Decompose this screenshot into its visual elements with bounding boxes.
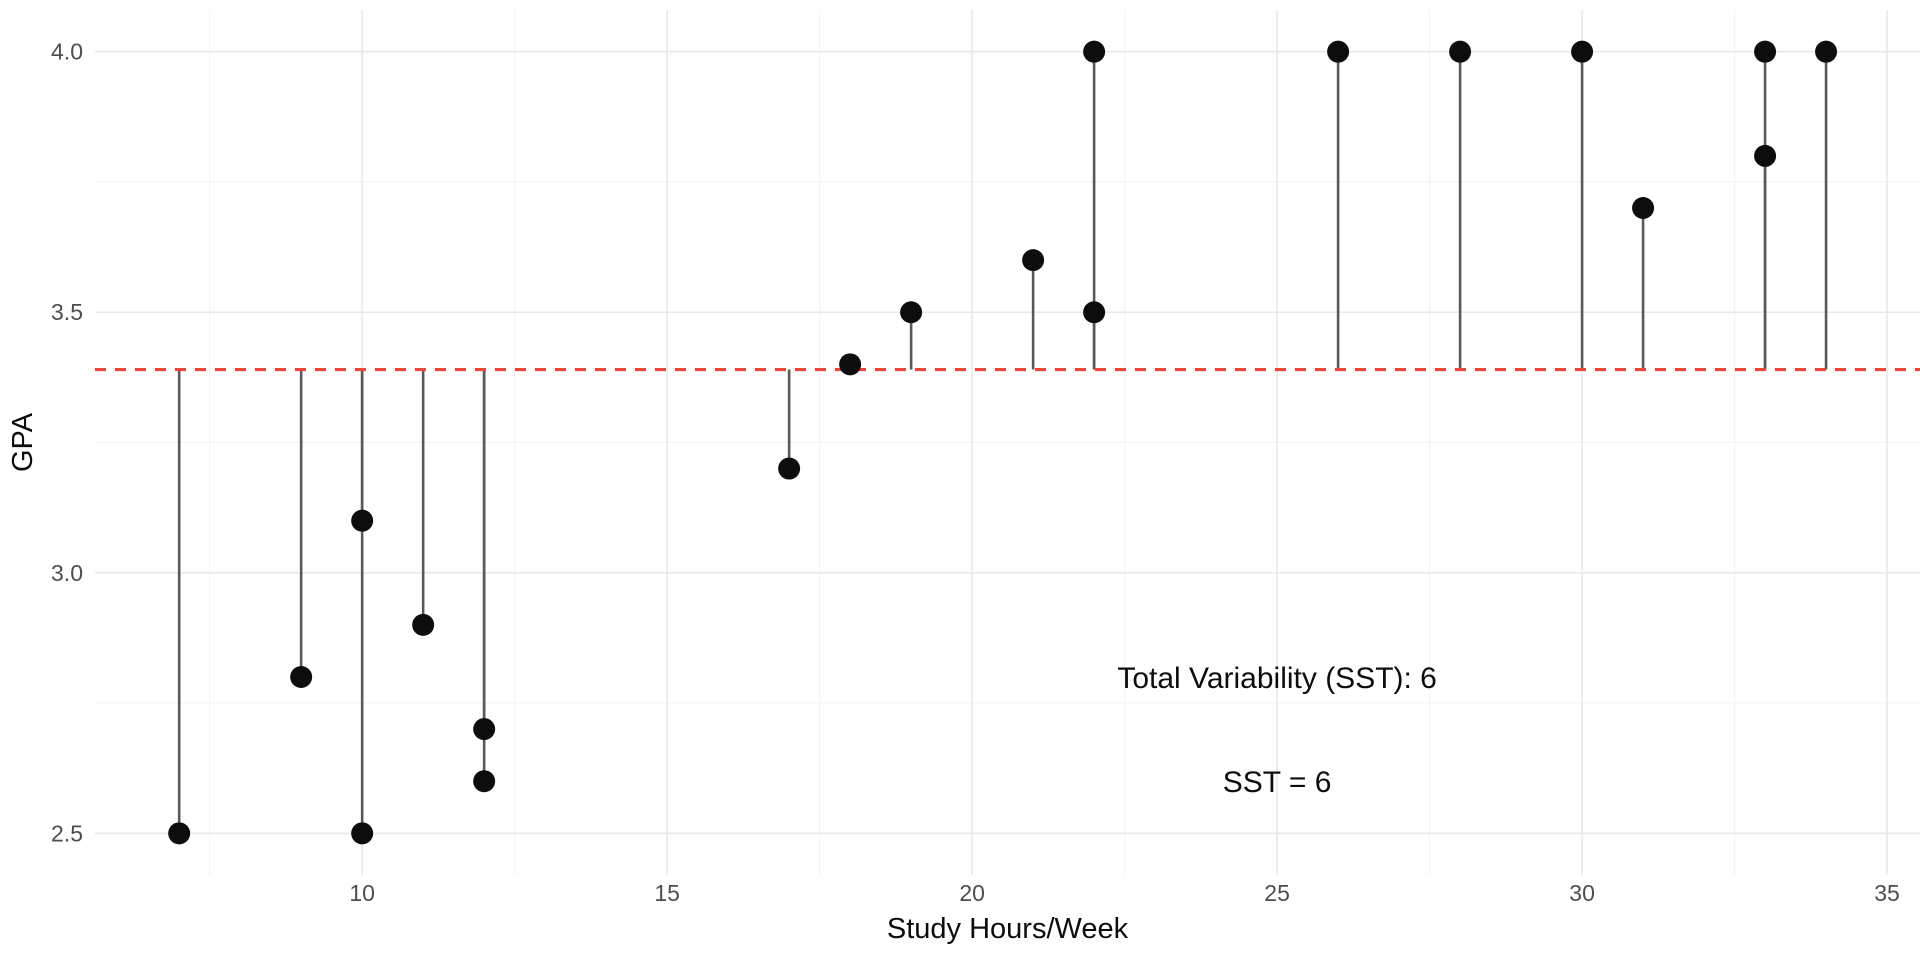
- data-point: [839, 353, 862, 376]
- data-point: [351, 822, 374, 845]
- chart-annotations: Total Variability (SST): 6 SST = 6: [1117, 662, 1437, 799]
- y-axis-tick-label: 3.5: [51, 299, 83, 325]
- data-point: [168, 822, 191, 845]
- sst-value-label: SST = 6: [1223, 766, 1332, 799]
- data-point: [1815, 40, 1838, 63]
- gridlines-minor: [95, 10, 1920, 875]
- x-axis-tick-label: 10: [349, 880, 375, 906]
- data-point: [412, 613, 435, 636]
- axis-tick-labels: 10 15 20 25 30 35 2.5 3.0 3.5 4.0: [51, 39, 1900, 906]
- data-point: [1754, 40, 1777, 63]
- data-point: [1571, 40, 1594, 63]
- y-axis-tick-label: 3.0: [51, 560, 83, 586]
- sst-total-variability-label: Total Variability (SST): 6: [1117, 662, 1437, 695]
- data-point: [351, 509, 374, 532]
- x-axis-tick-label: 25: [1264, 880, 1290, 906]
- data-point: [1022, 249, 1045, 272]
- gridlines-major: [95, 10, 1920, 875]
- x-axis-tick-label: 35: [1874, 880, 1900, 906]
- axis-titles: Study Hours/Week GPA: [7, 412, 1129, 945]
- data-point: [778, 457, 801, 480]
- x-axis-tick-label: 30: [1569, 880, 1595, 906]
- data-point: [1632, 197, 1655, 220]
- data-point: [1327, 40, 1350, 63]
- x-axis-tick-label: 15: [654, 880, 680, 906]
- y-axis-tick-label: 2.5: [51, 820, 83, 846]
- data-point: [1083, 301, 1106, 324]
- data-point: [1449, 40, 1472, 63]
- data-point: [1754, 144, 1777, 167]
- data-point: [473, 718, 496, 741]
- data-point: [1083, 40, 1106, 63]
- x-axis-title: Study Hours/Week: [887, 913, 1129, 945]
- data-points: [168, 40, 1838, 845]
- data-point: [473, 770, 496, 793]
- y-axis-tick-label: 4.0: [51, 39, 83, 65]
- x-axis-tick-label: 20: [959, 880, 985, 906]
- data-point: [290, 665, 313, 688]
- y-axis-title: GPA: [7, 412, 39, 472]
- data-point: [900, 301, 923, 324]
